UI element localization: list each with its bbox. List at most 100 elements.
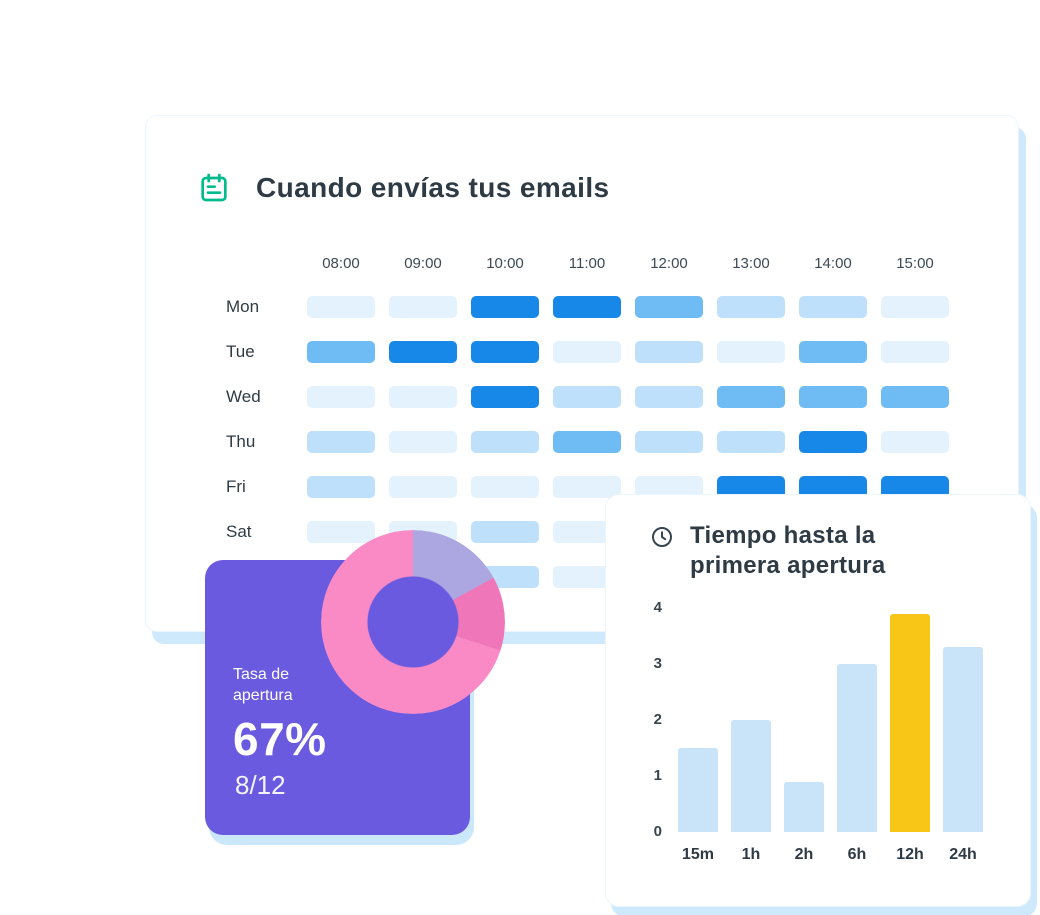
heatmap-cell-wrap bbox=[546, 329, 628, 374]
heatmap-cell-wrap bbox=[546, 284, 628, 329]
heatmap-cell bbox=[799, 340, 867, 363]
x-tick-label: 12h bbox=[896, 846, 924, 863]
day-label: Wed bbox=[226, 386, 261, 406]
open-rate-label: Tasa de apertura bbox=[233, 664, 293, 706]
heatmap-cell-wrap bbox=[546, 374, 628, 419]
day-label: Sat bbox=[226, 521, 252, 541]
heatmap-cell-wrap bbox=[300, 464, 382, 509]
heatmap-cell bbox=[881, 475, 949, 498]
heatmap-cell bbox=[799, 295, 867, 318]
heatmap-cell bbox=[307, 475, 375, 498]
heatmap-cell bbox=[553, 295, 621, 318]
heatmap-cell bbox=[799, 430, 867, 453]
bar bbox=[943, 647, 983, 832]
heatmap-cell bbox=[553, 475, 621, 498]
y-tick-label: 4 bbox=[653, 599, 662, 616]
y-tick-label: 2 bbox=[653, 711, 662, 728]
send-time-header: Cuando envías tus emails bbox=[198, 172, 610, 204]
heatmap-cell bbox=[881, 340, 949, 363]
heatmap-cell-wrap bbox=[382, 419, 464, 464]
bar bbox=[890, 613, 930, 832]
heatmap-cell bbox=[553, 520, 621, 543]
heatmap-cell bbox=[881, 430, 949, 453]
heatmap-cell-wrap bbox=[874, 374, 956, 419]
heatmap-cell bbox=[307, 430, 375, 453]
day-label: Tue bbox=[226, 341, 255, 361]
heatmap-cell-wrap bbox=[546, 554, 628, 599]
heatmap-cell-wrap bbox=[382, 374, 464, 419]
heatmap-cell bbox=[471, 520, 539, 543]
heatmap-cell-wrap bbox=[300, 419, 382, 464]
clock-icon bbox=[650, 525, 674, 581]
first-open-title-line-1: Tiempo hasta la bbox=[690, 522, 876, 549]
heatmap-cell bbox=[635, 475, 703, 498]
heatmap-cell bbox=[717, 385, 785, 408]
day-label: Mon bbox=[226, 296, 260, 316]
day-label: Fri bbox=[226, 476, 246, 496]
heatmap-cell-wrap bbox=[710, 284, 792, 329]
heatmap-cell bbox=[717, 430, 785, 453]
heatmap-cell bbox=[307, 295, 375, 318]
heatmap-cell bbox=[307, 385, 375, 408]
heatmap-cell bbox=[553, 565, 621, 588]
heatmap-cell bbox=[635, 430, 703, 453]
bar-chart-x-labels: 15m 1h 2h 6h 12h 24h bbox=[678, 846, 996, 864]
heatmap-cell-wrap bbox=[382, 329, 464, 374]
heatmap-cell bbox=[635, 295, 703, 318]
hour-label: 13:00 bbox=[732, 254, 770, 272]
heatmap-cell-wrap bbox=[546, 419, 628, 464]
heatmap-cell-wrap bbox=[792, 284, 874, 329]
first-open-header: Tiempo hasta la primera apertura bbox=[650, 521, 886, 581]
heatmap-cell-wrap bbox=[382, 284, 464, 329]
heatmap-cell bbox=[389, 475, 457, 498]
heatmap-cell bbox=[471, 295, 539, 318]
hour-label: 10:00 bbox=[486, 254, 524, 272]
heatmap-cell-wrap bbox=[710, 464, 792, 509]
bar bbox=[784, 781, 824, 832]
calendar-icon bbox=[198, 172, 230, 204]
heatmap-cell-wrap bbox=[792, 329, 874, 374]
heatmap-cell-wrap bbox=[464, 374, 546, 419]
heatmap-cell bbox=[717, 295, 785, 318]
heatmap-cell bbox=[635, 385, 703, 408]
heatmap-cell bbox=[717, 340, 785, 363]
heatmap-cell bbox=[799, 385, 867, 408]
heatmap-cell-wrap bbox=[464, 509, 546, 554]
open-rate-label-line-1: Tasa de bbox=[233, 666, 290, 683]
first-open-title-line-2: primera apertura bbox=[690, 552, 886, 579]
x-tick-label: 6h bbox=[847, 846, 867, 863]
heatmap-cell-wrap bbox=[710, 419, 792, 464]
heatmap-cell bbox=[553, 385, 621, 408]
heatmap-cell-wrap bbox=[792, 419, 874, 464]
bar bbox=[837, 664, 877, 832]
x-tick-label: 1h bbox=[741, 846, 761, 863]
y-tick-label: 0 bbox=[653, 823, 662, 840]
heatmap-cell-wrap bbox=[300, 329, 382, 374]
heatmap-cell-wrap bbox=[300, 374, 382, 419]
bar-chart-bars bbox=[678, 608, 996, 832]
heatmap-cell-wrap bbox=[546, 509, 628, 554]
heatmap-cell bbox=[881, 385, 949, 408]
heatmap-cell bbox=[307, 340, 375, 363]
bar bbox=[678, 748, 718, 832]
heatmap-cell-wrap bbox=[628, 419, 710, 464]
send-time-title: Cuando envías tus emails bbox=[256, 172, 610, 203]
open-rate-label-line-2: apertura bbox=[233, 687, 293, 704]
heatmap-cell bbox=[389, 430, 457, 453]
heatmap-cell-wrap bbox=[628, 329, 710, 374]
heatmap-cell-wrap bbox=[792, 464, 874, 509]
hour-label: 12:00 bbox=[650, 254, 688, 272]
first-open-card: Tiempo hasta la primera apertura 0 1 2 3 4 1… bbox=[605, 494, 1031, 907]
heatmap-cell-wrap bbox=[300, 284, 382, 329]
heatmap-cell bbox=[471, 385, 539, 408]
heatmap-cell bbox=[635, 340, 703, 363]
open-rate-fraction: 8/12 bbox=[235, 770, 286, 800]
heatmap-cell-wrap bbox=[628, 374, 710, 419]
heatmap-cell-wrap bbox=[874, 329, 956, 374]
heatmap-corner bbox=[214, 242, 300, 284]
heatmap-cell-wrap bbox=[546, 464, 628, 509]
heatmap-cell-wrap bbox=[792, 374, 874, 419]
heatmap-cell bbox=[553, 340, 621, 363]
heatmap-cell-wrap bbox=[628, 284, 710, 329]
heatmap-cell bbox=[389, 340, 457, 363]
